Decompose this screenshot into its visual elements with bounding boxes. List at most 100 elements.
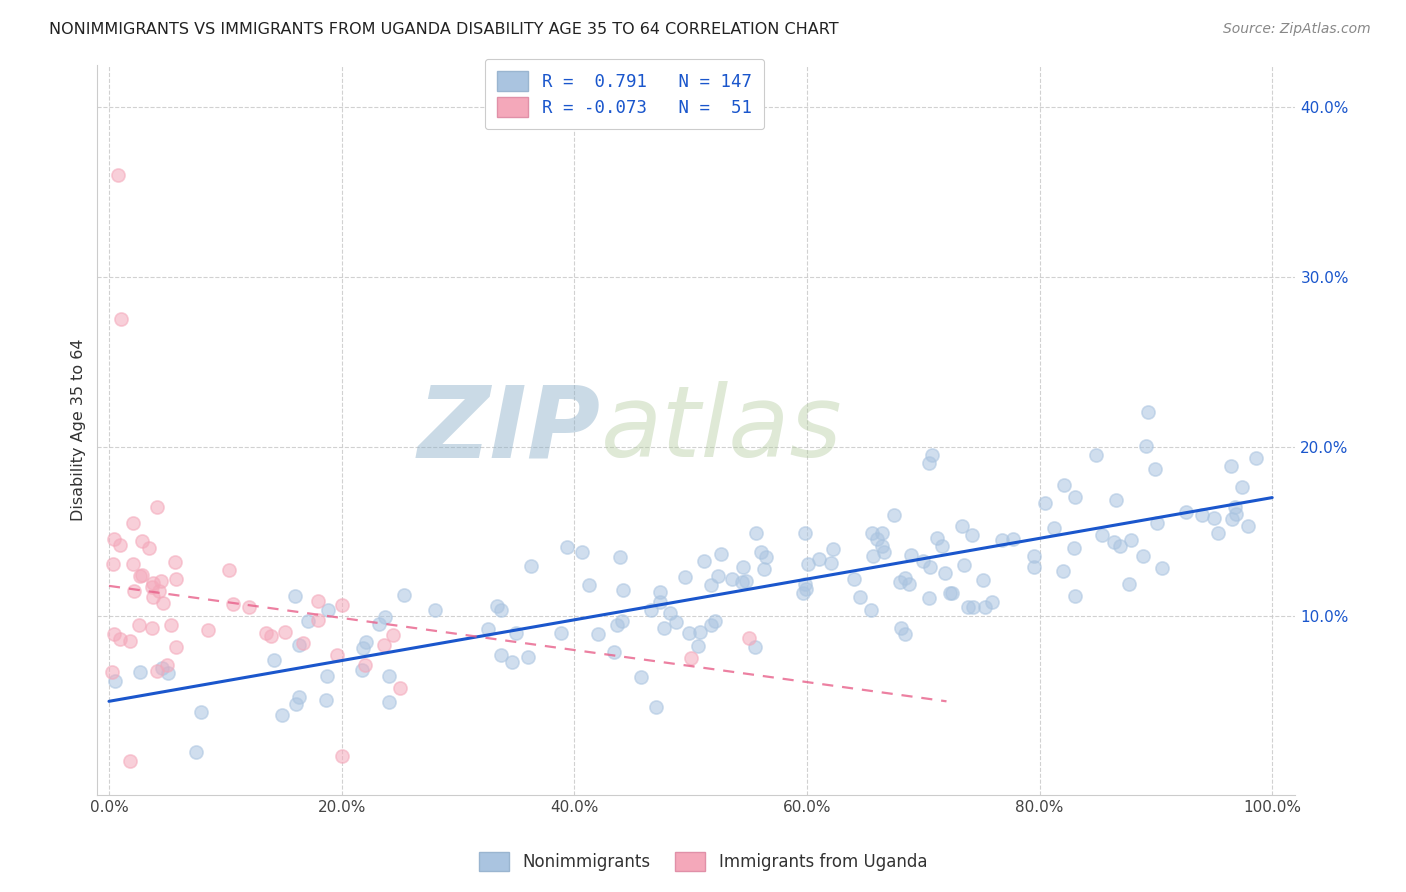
Point <box>330 598 353 612</box>
Point <box>103 532 125 546</box>
Point <box>602 645 624 659</box>
Point <box>1223 500 1246 514</box>
Point <box>315 669 337 683</box>
Point <box>797 557 820 571</box>
Point <box>550 625 572 640</box>
Point <box>288 638 311 652</box>
Point <box>1043 521 1066 535</box>
Point <box>889 575 911 590</box>
Point <box>731 559 754 574</box>
Point <box>893 571 915 585</box>
Point <box>1191 508 1213 522</box>
Point <box>981 595 1004 609</box>
Point <box>588 627 610 641</box>
Point <box>673 570 696 584</box>
Y-axis label: Disability Age 35 to 64: Disability Age 35 to 64 <box>72 338 86 521</box>
Point <box>931 539 953 553</box>
Point <box>745 526 768 541</box>
Point <box>900 548 922 562</box>
Point <box>381 628 404 642</box>
Point <box>679 651 702 665</box>
Point <box>165 572 187 586</box>
Point <box>807 551 830 566</box>
Point <box>1136 405 1159 419</box>
Point <box>505 625 527 640</box>
Point <box>862 549 884 563</box>
Point <box>138 541 160 555</box>
Point <box>1024 560 1046 574</box>
Point <box>927 531 949 545</box>
Point <box>640 603 662 617</box>
Point <box>848 590 870 604</box>
Point <box>131 533 153 548</box>
Point <box>129 665 152 679</box>
Point <box>883 508 905 522</box>
Point <box>146 500 169 515</box>
Point <box>689 624 711 639</box>
Point <box>110 632 132 646</box>
Point <box>1232 480 1254 494</box>
Point <box>752 562 775 576</box>
Point <box>491 603 513 617</box>
Point <box>956 599 979 614</box>
Point <box>374 610 396 624</box>
Point <box>630 669 652 683</box>
Point <box>1208 526 1230 541</box>
Point <box>142 575 165 590</box>
Point <box>148 584 170 599</box>
Point <box>612 614 634 628</box>
Text: ZIP: ZIP <box>418 381 600 478</box>
Point <box>101 557 124 571</box>
Point <box>1219 458 1241 473</box>
Point <box>271 708 294 723</box>
Point <box>330 748 353 763</box>
Point <box>260 629 283 643</box>
Point <box>1063 541 1085 555</box>
Point <box>184 745 207 759</box>
Point <box>1237 518 1260 533</box>
Point <box>972 573 994 587</box>
Point <box>297 615 319 629</box>
Point <box>650 595 672 609</box>
Point <box>377 695 399 709</box>
Point <box>939 586 962 600</box>
Point <box>1064 589 1087 603</box>
Point <box>873 545 896 559</box>
Point <box>141 622 163 636</box>
Point <box>152 661 174 675</box>
Point <box>678 626 700 640</box>
Point <box>238 600 260 615</box>
Point <box>1220 512 1243 526</box>
Point <box>307 593 329 607</box>
Point <box>735 574 758 588</box>
Point <box>373 638 395 652</box>
Point <box>156 658 179 673</box>
Point <box>1244 450 1267 465</box>
Point <box>1146 516 1168 530</box>
Point <box>315 693 337 707</box>
Point <box>1064 490 1087 504</box>
Point <box>707 568 730 582</box>
Point <box>110 312 132 326</box>
Point <box>284 590 307 604</box>
Point <box>352 641 374 656</box>
Point <box>160 618 183 632</box>
Point <box>1091 528 1114 542</box>
Point <box>609 550 631 565</box>
Point <box>1152 561 1174 575</box>
Point <box>354 658 377 673</box>
Point <box>477 622 499 636</box>
Point <box>941 585 963 599</box>
Point <box>820 556 842 570</box>
Point <box>107 168 129 182</box>
Point <box>166 640 188 654</box>
Point <box>650 584 672 599</box>
Point <box>606 618 628 632</box>
Point <box>501 655 523 669</box>
Point <box>870 539 893 553</box>
Point <box>918 560 941 574</box>
Point <box>316 603 339 617</box>
Point <box>794 577 817 591</box>
Point <box>157 665 180 680</box>
Point <box>118 754 141 768</box>
